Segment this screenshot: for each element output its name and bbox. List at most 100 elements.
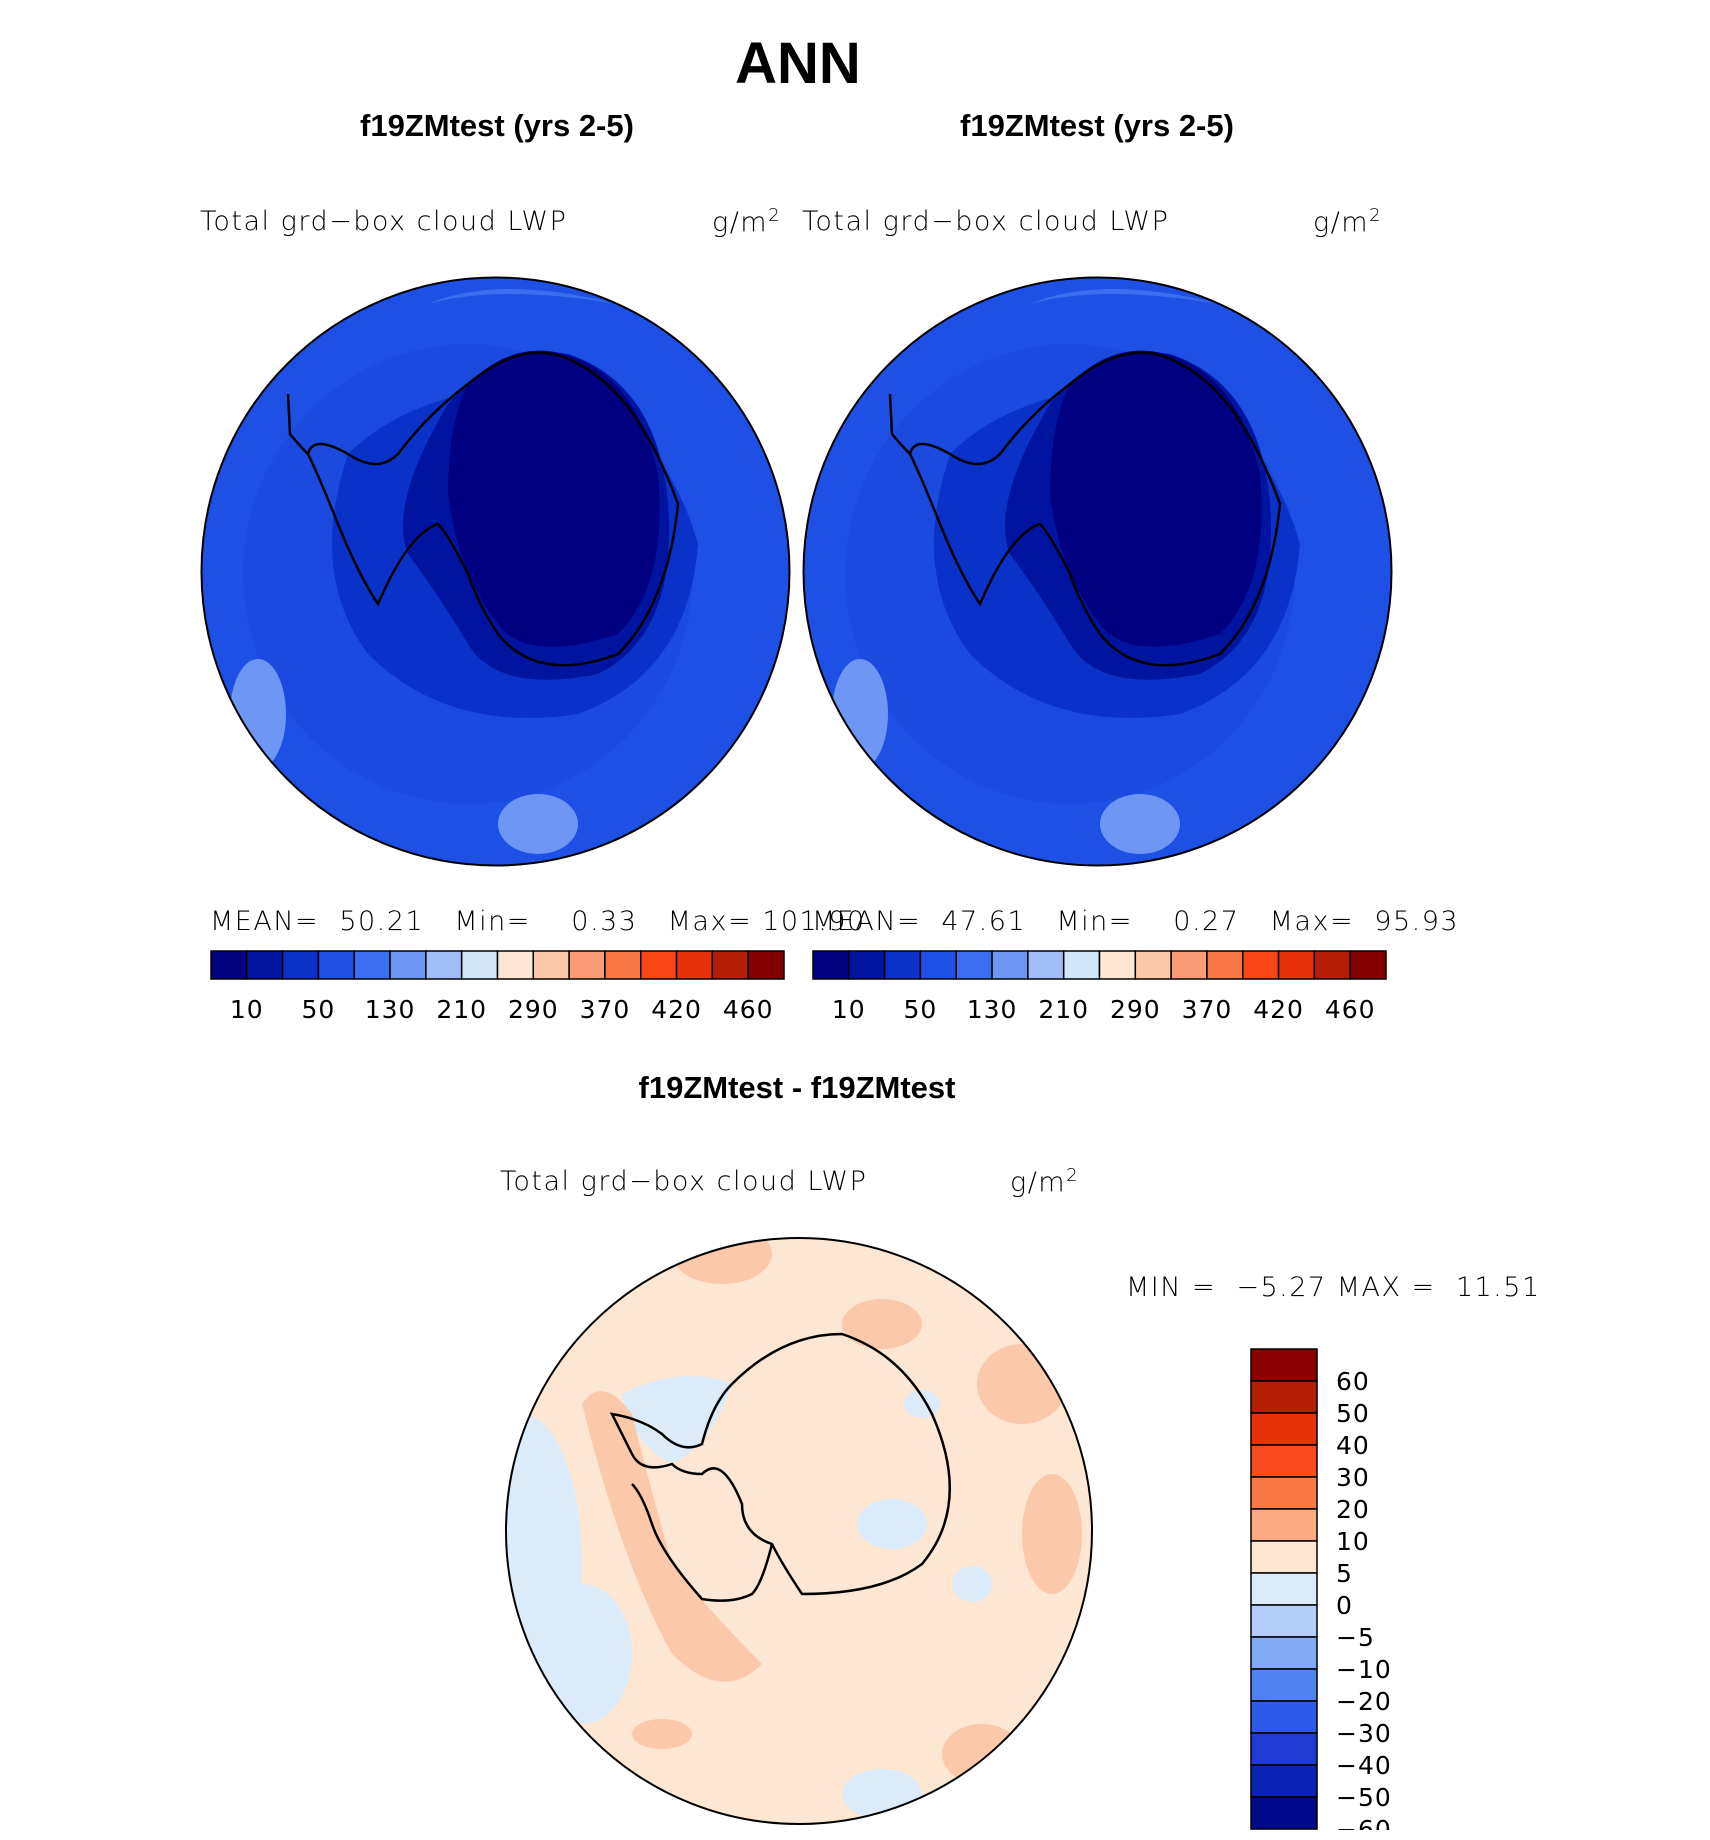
colorbar-swatch <box>1250 1636 1318 1670</box>
colorbar-panel-1: 10 50 130 210 290 370 420 460 <box>210 950 785 1024</box>
colorbar-swatch <box>1250 1380 1318 1414</box>
colorbar-swatch <box>1349 950 1387 980</box>
antarctica-field <box>1050 350 1262 647</box>
colorbar-tick-label: 5 <box>1336 1559 1353 1588</box>
antarctica-field <box>448 350 660 647</box>
colorbar-tick-label: 20 <box>1336 1495 1370 1524</box>
colorbar-swatch <box>1250 1668 1318 1702</box>
colorbar-tick-label: 60 <box>1336 1367 1370 1396</box>
colorbar-tick-label: 130 <box>365 995 416 1024</box>
colorbar-swatch <box>991 950 1029 980</box>
colorbar-tick-label: 370 <box>580 995 631 1024</box>
colorbar-swatch <box>1250 1732 1318 1766</box>
difference-variable: Total grd−box cloud LWP <box>500 1166 868 1197</box>
colorbar-tick-label: 460 <box>723 995 774 1024</box>
colorbar-swatch <box>281 950 320 980</box>
panel-1-units: g/m2 <box>712 205 782 238</box>
panel-2-title: f19ZMtest (yrs 2-5) <box>960 108 1234 143</box>
panel-1-variable: Total grd−box cloud LWP <box>200 206 568 237</box>
patch-positive-2 <box>582 1391 762 1682</box>
colorbar-swatch <box>460 950 499 980</box>
colorbar-swatch <box>317 950 355 980</box>
colorbar-tick-label: 50 <box>904 995 938 1024</box>
colorbar-tick-label: 0 <box>1336 1591 1353 1620</box>
colorbar-tick-label: −20 <box>1336 1687 1390 1716</box>
colorbar-tick-label: −60 <box>1336 1815 1390 1830</box>
colorbar-swatch <box>353 950 391 980</box>
colorbar-swatch <box>1250 1796 1318 1830</box>
colorbar-swatch <box>568 950 606 980</box>
colorbar-swatch <box>675 950 714 980</box>
map-border <box>802 276 1393 867</box>
colorbar-tick-label: −50 <box>1336 1783 1390 1812</box>
colorbar-tick-label: 420 <box>651 995 702 1024</box>
colorbar-tick-label: −30 <box>1336 1719 1390 1748</box>
colorbar-tick-label: 460 <box>1325 995 1376 1024</box>
panel-2-variable: Total grd−box cloud LWP <box>802 206 1170 237</box>
colorbar-swatch <box>496 950 535 980</box>
difference-units: g/m2 <box>1010 1165 1080 1198</box>
panel-2-stats: MEAN= 47.61 Min= 0.27 Max= 95.93 <box>812 906 1460 937</box>
coastline <box>306 351 680 667</box>
colorbar-swatch <box>711 950 749 980</box>
panel-1-title: f19ZMtest (yrs 2-5) <box>360 108 634 143</box>
panel-1-stats: MEAN= 50.21 Min= 0.33 Max= 101.90 <box>210 906 866 937</box>
patch-negative-2 <box>622 1376 732 1464</box>
colorbar-tick-label: 30 <box>1336 1463 1370 1492</box>
colorbar-swatch <box>1250 1348 1318 1382</box>
colorbar-tick-label: 290 <box>508 995 559 1024</box>
colorbar-tick-label: 10 <box>1336 1527 1370 1556</box>
patch-light-2 <box>498 794 578 854</box>
colorbar-swatch <box>1206 950 1244 980</box>
colorbar-swatch <box>1250 1540 1318 1574</box>
panel-2-units: g/m2 <box>1313 205 1383 238</box>
colorbar-tick-label: −10 <box>1336 1655 1390 1684</box>
map-border <box>200 276 791 867</box>
colorbar-swatch <box>640 950 678 980</box>
colorbar-swatch <box>1250 1572 1318 1606</box>
colorbar-swatch <box>747 950 785 980</box>
colorbar-swatch <box>1250 1508 1318 1542</box>
colorbar-swatch <box>1250 1604 1318 1638</box>
colorbar-swatch <box>919 950 957 980</box>
colorbar-swatch <box>1277 950 1316 980</box>
colorbar-tick-label: 370 <box>1182 995 1233 1024</box>
colorbar-tick-label: 210 <box>436 995 487 1024</box>
map-difference <box>505 1237 1093 1825</box>
colorbar-swatch <box>883 950 922 980</box>
colorbar-tick-label: 130 <box>967 995 1018 1024</box>
colorbar-swatch <box>1098 950 1137 980</box>
colorbar-tick-label: 420 <box>1253 995 1304 1024</box>
colorbar-tick-label: 290 <box>1110 995 1161 1024</box>
map-border <box>505 1237 1093 1825</box>
colorbar-tick-label: 210 <box>1038 995 1089 1024</box>
colorbar-swatch <box>210 950 248 980</box>
difference-title: f19ZMtest - f19ZMtest <box>638 1070 956 1105</box>
colorbar-tick-label: −5 <box>1336 1623 1375 1652</box>
colorbar-tick-label: 50 <box>302 995 336 1024</box>
colorbar-tick-label: 40 <box>1336 1431 1370 1460</box>
colorbar-panel-2: 10 50 130 210 290 370 420 460 <box>812 950 1387 1024</box>
colorbar-swatch <box>1134 950 1172 980</box>
colorbar-swatch <box>1250 1412 1318 1446</box>
colorbar-swatch <box>1242 950 1280 980</box>
colorbar-swatch <box>1250 1476 1318 1510</box>
colorbar-swatch <box>1062 950 1101 980</box>
colorbar-tick-label: 10 <box>832 995 866 1024</box>
colorbar-swatch <box>1250 1764 1318 1798</box>
map-panel-1 <box>200 276 791 867</box>
colorbar-swatch <box>1250 1444 1318 1478</box>
colorbar-swatch <box>812 950 850 980</box>
colorbar-swatch <box>532 950 570 980</box>
colorbar-tick-label: 50 <box>1336 1399 1370 1428</box>
colorbar-swatch <box>1313 950 1351 980</box>
colorbar-swatch <box>246 950 284 980</box>
main-title: ANN <box>735 31 861 96</box>
patch-light-2 <box>1100 794 1180 854</box>
colorbar-swatch <box>848 950 886 980</box>
colorbar-swatch <box>955 950 993 980</box>
map-panel-2 <box>802 276 1393 867</box>
difference-minmax: MIN = −5.27 MAX = 11.51 <box>1126 1272 1541 1303</box>
colorbar-swatch <box>1170 950 1208 980</box>
